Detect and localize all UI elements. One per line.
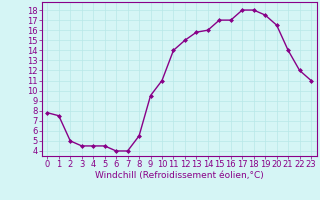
- X-axis label: Windchill (Refroidissement éolien,°C): Windchill (Refroidissement éolien,°C): [95, 171, 264, 180]
